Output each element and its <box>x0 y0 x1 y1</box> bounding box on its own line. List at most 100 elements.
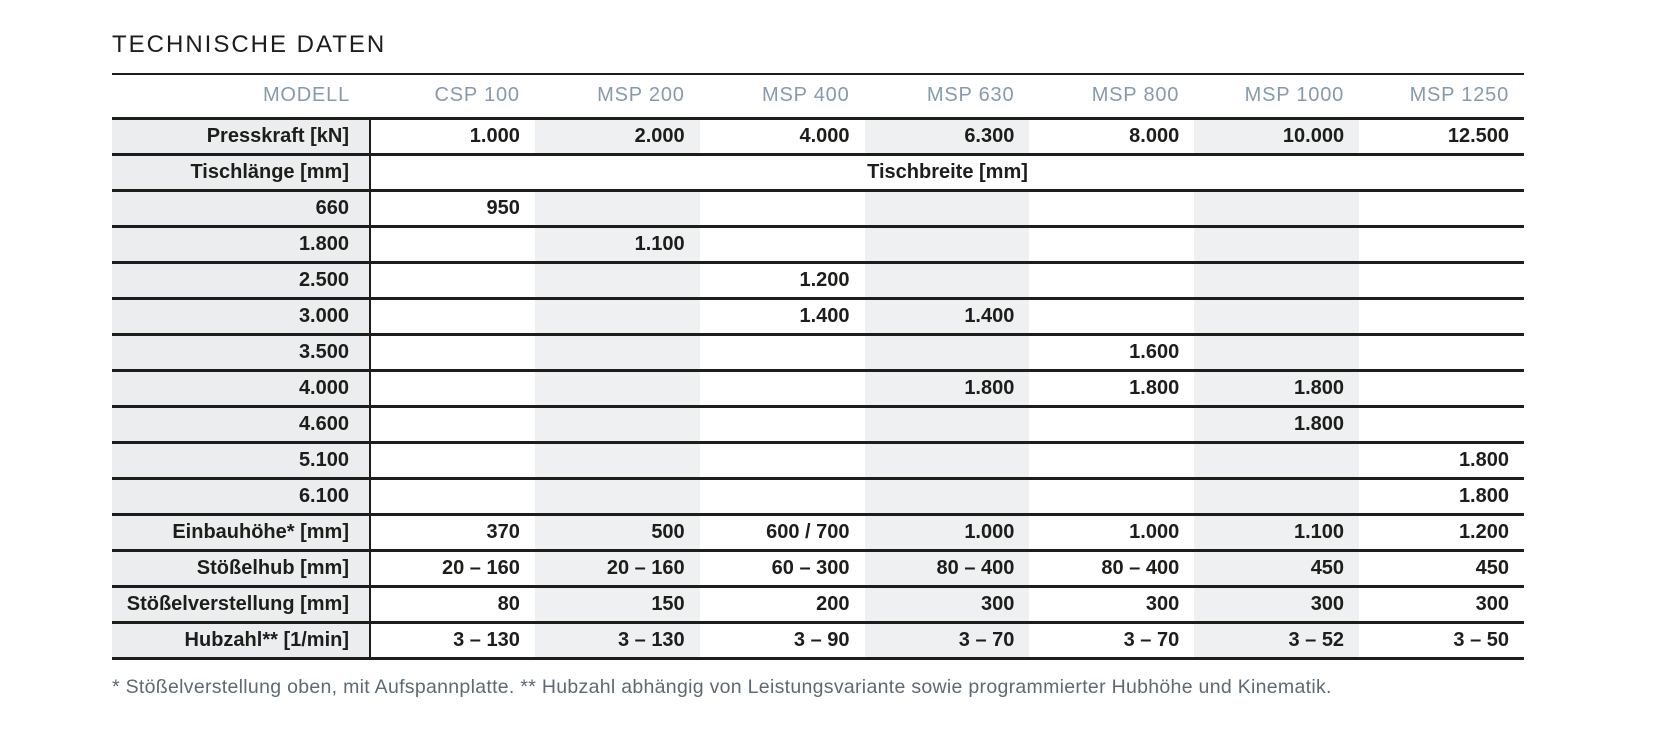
data-cell <box>1194 190 1360 226</box>
table-row: Stößelhub [mm] 20 – 160 20 – 160 60 – 300 80… <box>112 550 1524 586</box>
data-cell <box>1359 406 1524 442</box>
data-cell <box>1194 262 1360 298</box>
row-label: 1.800 <box>112 226 371 262</box>
page-title: TECHNISCHE DATEN <box>112 31 387 58</box>
technical-data-table: MODELL CSP 100 MSP 200 MSP 400 MSP 630 MSP 80… <box>112 73 1524 660</box>
table-body: Presskraft [kN] 1.000 2.000 4.000 6.300 8.000… <box>112 118 1524 658</box>
row-label: 4.000 <box>112 370 371 406</box>
column-header-msp-200: MSP 200 <box>534 74 700 120</box>
data-cell <box>864 478 1030 514</box>
table-header-row: MODELL CSP 100 MSP 200 MSP 400 MSP 630 MSP 80… <box>112 74 1524 120</box>
data-cell: 20 – 160 <box>441 556 520 579</box>
data-cell: 2.000 <box>534 118 700 154</box>
data-cell: 3 – 130 <box>534 622 700 658</box>
data-cell <box>700 442 865 478</box>
data-cell <box>1029 190 1194 226</box>
data-cell <box>1194 442 1360 478</box>
data-cell: 1.000 <box>469 124 520 147</box>
table-row: 2.500 1.200 <box>112 262 1524 298</box>
data-cell: 1.800 <box>864 370 1030 406</box>
row-label: Presskraft [kN] <box>112 118 371 154</box>
data-cell: 600 / 700 <box>766 520 850 543</box>
data-cell <box>1029 406 1194 442</box>
data-cell <box>864 262 1030 298</box>
data-cell: 1.100 <box>534 226 700 262</box>
data-cell: 200 <box>816 592 850 615</box>
data-cell: 4.000 <box>799 124 850 147</box>
row-label: Hubzahl** [1/min] <box>112 622 371 658</box>
data-cell: 60 – 300 <box>771 556 850 579</box>
row-label: 3.500 <box>112 334 371 370</box>
data-cell <box>370 226 535 262</box>
data-cell <box>534 334 700 370</box>
data-cell: 1.600 <box>1129 340 1180 363</box>
data-cell: 1.000 <box>1129 520 1180 543</box>
span-subheader-cell: Tischbreite [mm] <box>867 160 1028 183</box>
data-cell <box>864 406 1030 442</box>
data-cell <box>534 478 700 514</box>
row-label: 6.100 <box>112 478 371 514</box>
data-cell <box>1029 298 1194 334</box>
data-cell: 8.000 <box>1129 124 1180 147</box>
data-cell: 3 – 70 <box>1123 628 1180 651</box>
data-cell: 10.000 <box>1194 118 1360 154</box>
data-cell: 1.200 <box>1458 520 1509 543</box>
table-row: 3.500 1.600 <box>112 334 1524 370</box>
table-row: 3.000 1.400 1.400 <box>112 298 1524 334</box>
row-label: 3.000 <box>112 298 371 334</box>
data-cell: 300 <box>864 586 1030 622</box>
data-cell: 1.400 <box>864 298 1030 334</box>
data-cell <box>1359 190 1524 226</box>
table-row: 5.100 1.800 <box>112 442 1524 478</box>
data-cell: 3 – 90 <box>793 628 850 651</box>
data-cell <box>370 442 535 478</box>
footnote-text: * Stößelverstellung oben, mit Aufspannpl… <box>112 675 1332 698</box>
table-row: Tischlänge [mm] Tischbreite [mm] <box>112 154 1524 190</box>
data-cell <box>370 262 535 298</box>
page: TECHNISCHE DATEN MODELL CSP 100 MSP 200 MSP… <box>112 31 1524 698</box>
data-cell <box>370 406 535 442</box>
row-label: Einbauhöhe* [mm] <box>112 514 371 550</box>
table-row: Einbauhöhe* [mm] 370 500 600 / 700 1.000 1.00… <box>112 514 1524 550</box>
column-header-msp-400: MSP 400 <box>699 74 865 120</box>
data-cell: 1.800 <box>1194 406 1360 442</box>
data-cell <box>864 190 1030 226</box>
data-cell <box>1194 298 1360 334</box>
table-row: 660 950 <box>112 190 1524 226</box>
data-cell: 1.100 <box>1194 514 1360 550</box>
data-cell <box>534 298 700 334</box>
data-cell: 80 <box>497 592 520 615</box>
data-cell <box>370 298 535 334</box>
data-cell <box>700 370 865 406</box>
table-row: 4.600 1.800 <box>112 406 1524 442</box>
data-cell: 3 – 70 <box>864 622 1030 658</box>
data-cell: 450 <box>1475 556 1509 579</box>
data-cell <box>864 226 1030 262</box>
row-label: Stößelhub [mm] <box>112 550 371 586</box>
data-cell <box>1194 334 1360 370</box>
data-cell: 12.500 <box>1447 124 1509 147</box>
data-cell: 300 <box>1194 586 1360 622</box>
data-cell <box>534 370 700 406</box>
data-cell <box>1359 298 1524 334</box>
data-cell <box>1029 478 1194 514</box>
table-row: Hubzahl** [1/min] 3 – 130 3 – 130 3 – 90 3 –… <box>112 622 1524 658</box>
column-header-modell: MODELL <box>112 74 370 120</box>
row-label: 2.500 <box>112 262 371 298</box>
table-row: Stößelverstellung [mm] 80 150 200 300 300 300 3… <box>112 586 1524 622</box>
data-cell <box>1359 262 1524 298</box>
table-row: 6.100 1.800 <box>112 478 1524 514</box>
data-cell <box>534 262 700 298</box>
data-cell <box>534 190 700 226</box>
data-cell <box>700 190 865 226</box>
data-cell <box>370 334 535 370</box>
data-cell <box>700 406 865 442</box>
data-cell: 1.800 <box>1458 484 1509 507</box>
table-head: MODELL CSP 100 MSP 200 MSP 400 MSP 630 MSP 80… <box>112 74 1524 120</box>
data-cell: 950 <box>486 196 520 219</box>
data-cell <box>1359 226 1524 262</box>
row-label: Stößelverstellung [mm] <box>112 586 371 622</box>
table-row: 4.000 1.800 1.800 1.800 <box>112 370 1524 406</box>
column-header-msp-1250: MSP 1250 <box>1359 74 1524 120</box>
row-label: 4.600 <box>112 406 371 442</box>
